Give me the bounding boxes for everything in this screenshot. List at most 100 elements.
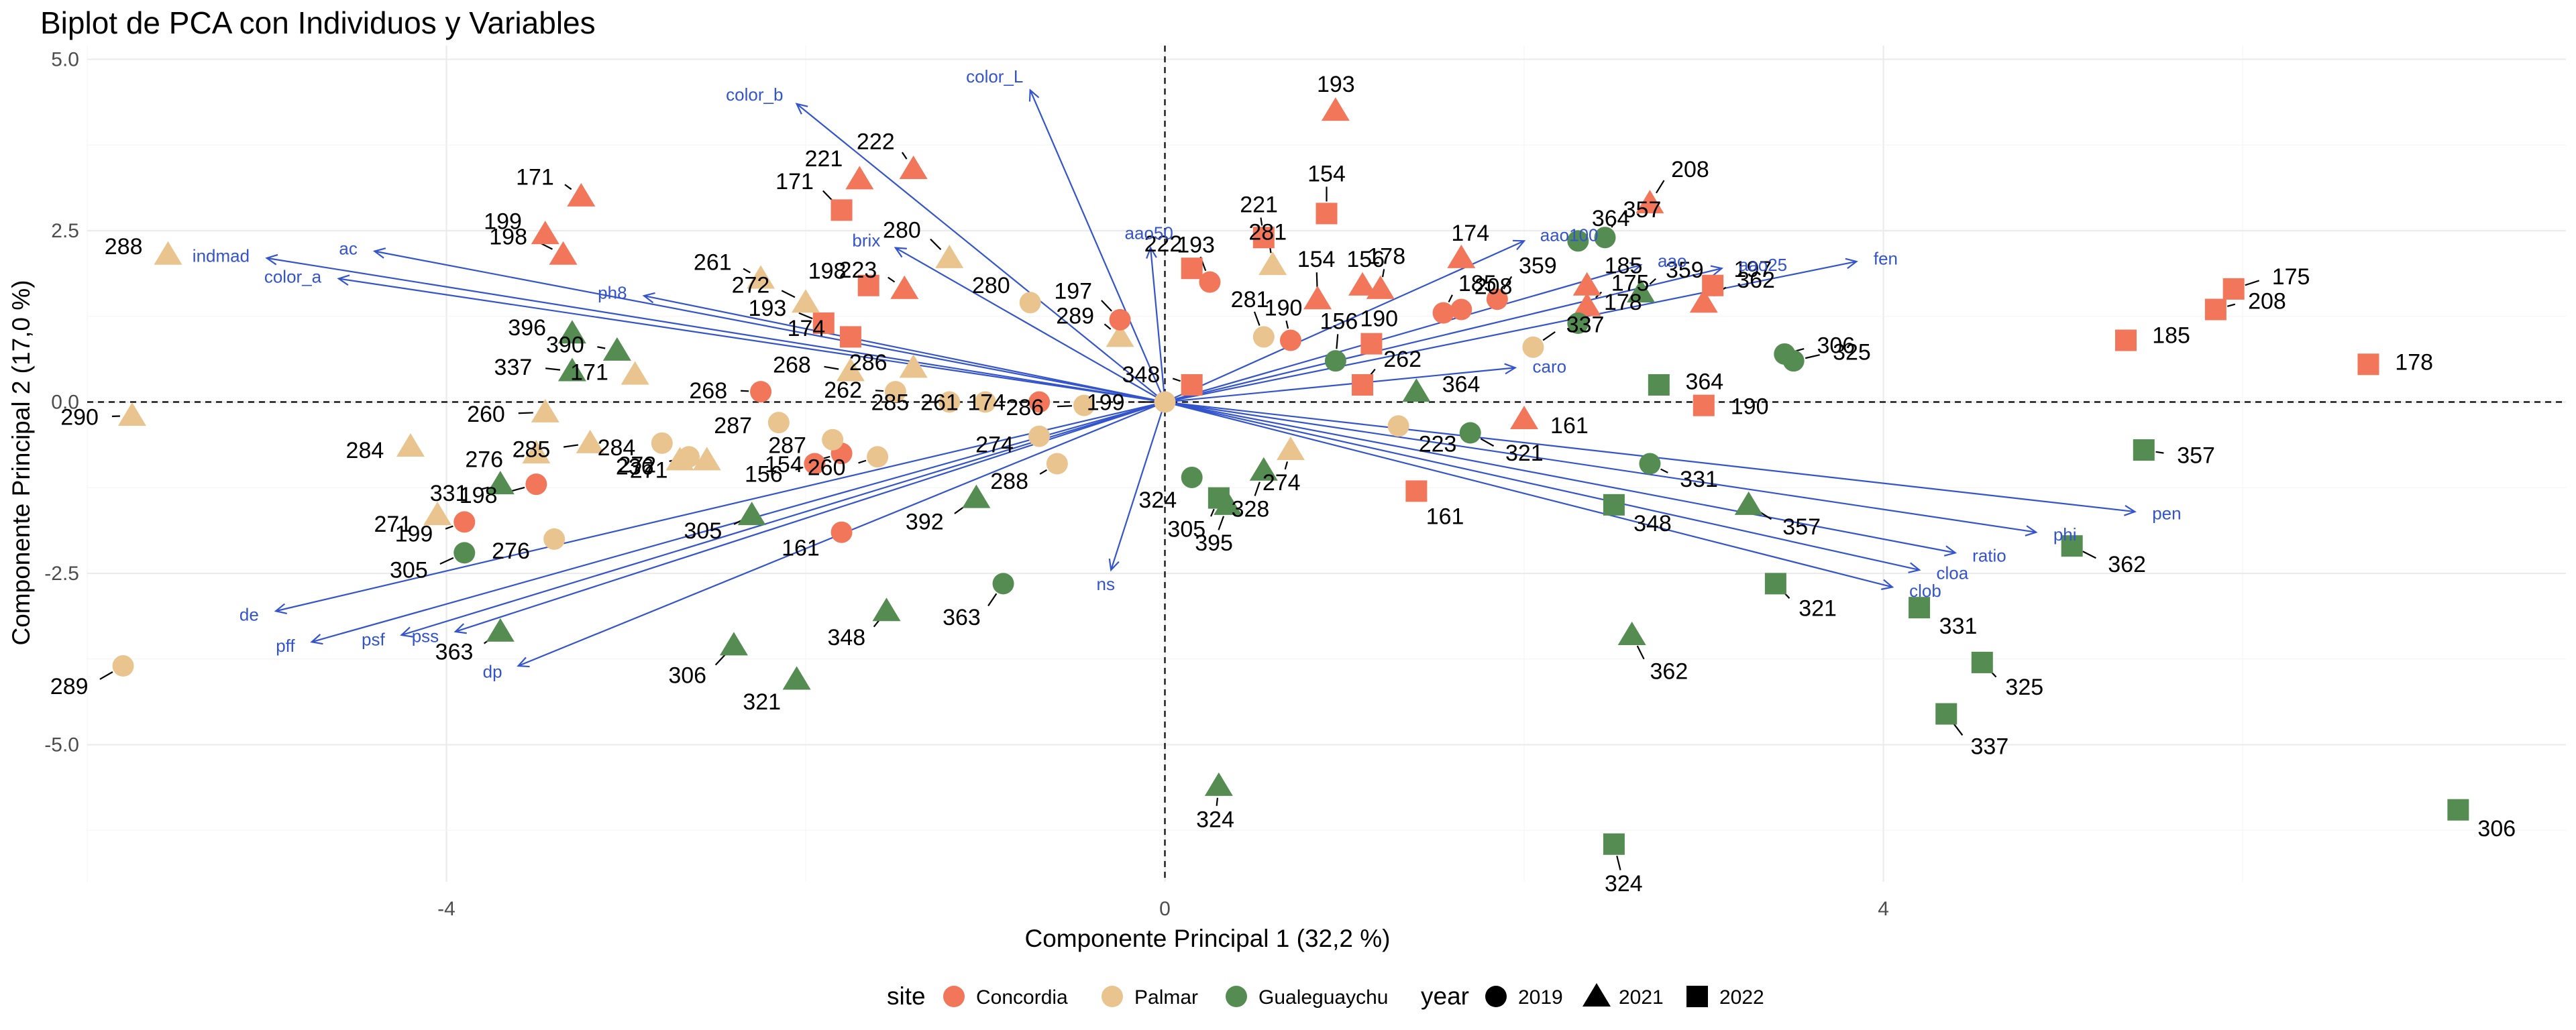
label-leader [1285,320,1289,329]
point-label: 161 [1550,413,1589,439]
point-label: 306 [668,663,706,688]
arrow-head [453,623,467,634]
point-gualeguaychu-2022 [1935,703,1957,725]
legend-swatch-concordia [943,986,965,1007]
point-label: 197 [1054,279,1092,304]
variable-label-pss: pss [412,626,439,646]
point-label: 272 [618,452,656,477]
point-palmar-2019 [1019,292,1041,314]
point-label: 305 [684,518,722,544]
point-palmar-2019 [974,391,996,413]
label-leader [1172,378,1181,382]
arrow-head [372,247,386,259]
point-palmar-2021 [522,440,551,464]
x-tick-label: -4 [437,898,455,920]
variable-label-color_b: color_b [726,84,783,105]
point-gualeguaychu-2021 [602,337,631,361]
arrow-shaft [455,401,1165,632]
point-gualeguaychu-2021 [872,597,901,622]
label-leader [1254,481,1260,496]
arrow-shaft [1165,401,2037,533]
point-label: 221 [1240,192,1278,218]
point-label: 178 [2395,350,2433,376]
reference-lines [87,46,2566,882]
point-palmar-2021 [1106,323,1134,347]
point-label: 331 [1939,614,1978,639]
point-label: 281 [1231,287,1269,312]
point-concordia-2021 [1572,292,1601,317]
variable-label-ratio: ratio [1972,546,2006,566]
arrow-shaft [1110,402,1166,571]
point-gualeguaychu-2019 [453,542,476,564]
label-leader [798,312,813,320]
arrow-shaft [1165,260,1857,403]
point-concordia-2021 [890,275,919,299]
variable-label-pen: pen [2152,504,2181,524]
point-concordia-2021 [1447,244,1476,268]
variable-arrow-ac [372,247,1165,403]
point-concordia-2021 [1689,289,1718,313]
point-concordia-2021 [1510,406,1539,430]
point-concordia-2019 [1109,308,1131,331]
point-palmar-2019 [112,655,134,677]
point-concordia-2019 [1432,302,1454,324]
variable-label-psf: psf [362,629,385,649]
arrow-shaft [338,278,1165,403]
arrow-head [400,626,413,638]
point-gualeguaychu-2022 [2447,799,2469,821]
point-gualeguaychu-2021 [557,357,586,382]
arrow-head [1881,579,1894,590]
point-label: 223 [839,258,877,283]
point-gualeguaychu-2019 [1567,312,1589,334]
arrow-head [1513,239,1526,251]
legend-year-title: year [1421,982,1469,1010]
arrow-shaft [1029,90,1166,402]
point-label: 274 [1263,470,1301,496]
point-concordia-2021 [531,221,559,245]
point-palmar-2019 [1522,336,1544,358]
point-gualeguaychu-2021 [1204,772,1233,796]
point-label: 185 [1458,271,1497,296]
x-tick-label: 4 [1878,898,1889,920]
point-label: 321 [743,689,781,715]
point-gualeguaychu-2022 [1603,833,1625,855]
arrow-shaft [643,295,1165,403]
point-label: 324 [1196,807,1234,833]
point-palmar-2019 [1252,326,1275,348]
variable-arrow-phi [1165,401,2038,536]
label-leader [480,486,489,490]
arrow-head [274,603,287,615]
x-tick-label: 0 [1159,898,1171,920]
point-label: 271 [374,512,412,537]
label-leader [1660,468,1668,473]
variable-arrow-indmad [265,253,1165,403]
variable-label-ph8: ph8 [598,283,627,303]
point-gualeguaychu-2021 [782,666,811,690]
variable-label-aao50: aao50 [1125,223,1173,243]
point-concordia-2019 [830,521,853,543]
point-label: 280 [883,217,921,243]
label-leader [2245,280,2260,286]
point-gualeguaychu-2021 [719,632,748,656]
point-concordia-2022 [1693,394,1715,416]
point-concordia-2021 [1572,272,1601,296]
label-leader [781,290,796,298]
point-palmar-2019 [678,446,700,468]
point-concordia-2021 [1303,286,1332,310]
point-label: 261 [694,250,732,276]
label-leader [1216,797,1219,806]
label-leader [1039,469,1048,475]
point-label: 174 [788,316,826,341]
point-concordia-2022 [1316,203,1338,225]
arrow-shaft [1165,264,1642,403]
point-label: 357 [1782,514,1821,540]
point-label: 284 [598,435,636,461]
point-label: 262 [1383,347,1421,372]
point-label: 280 [972,273,1010,298]
variable-arrow-ns [1108,402,1166,572]
point-gualeguaychu-2022 [1909,597,1931,619]
point-label: 348 [1122,362,1161,388]
variable-label-cloa: cloa [1936,563,1968,583]
point-label: 325 [2005,675,2043,700]
